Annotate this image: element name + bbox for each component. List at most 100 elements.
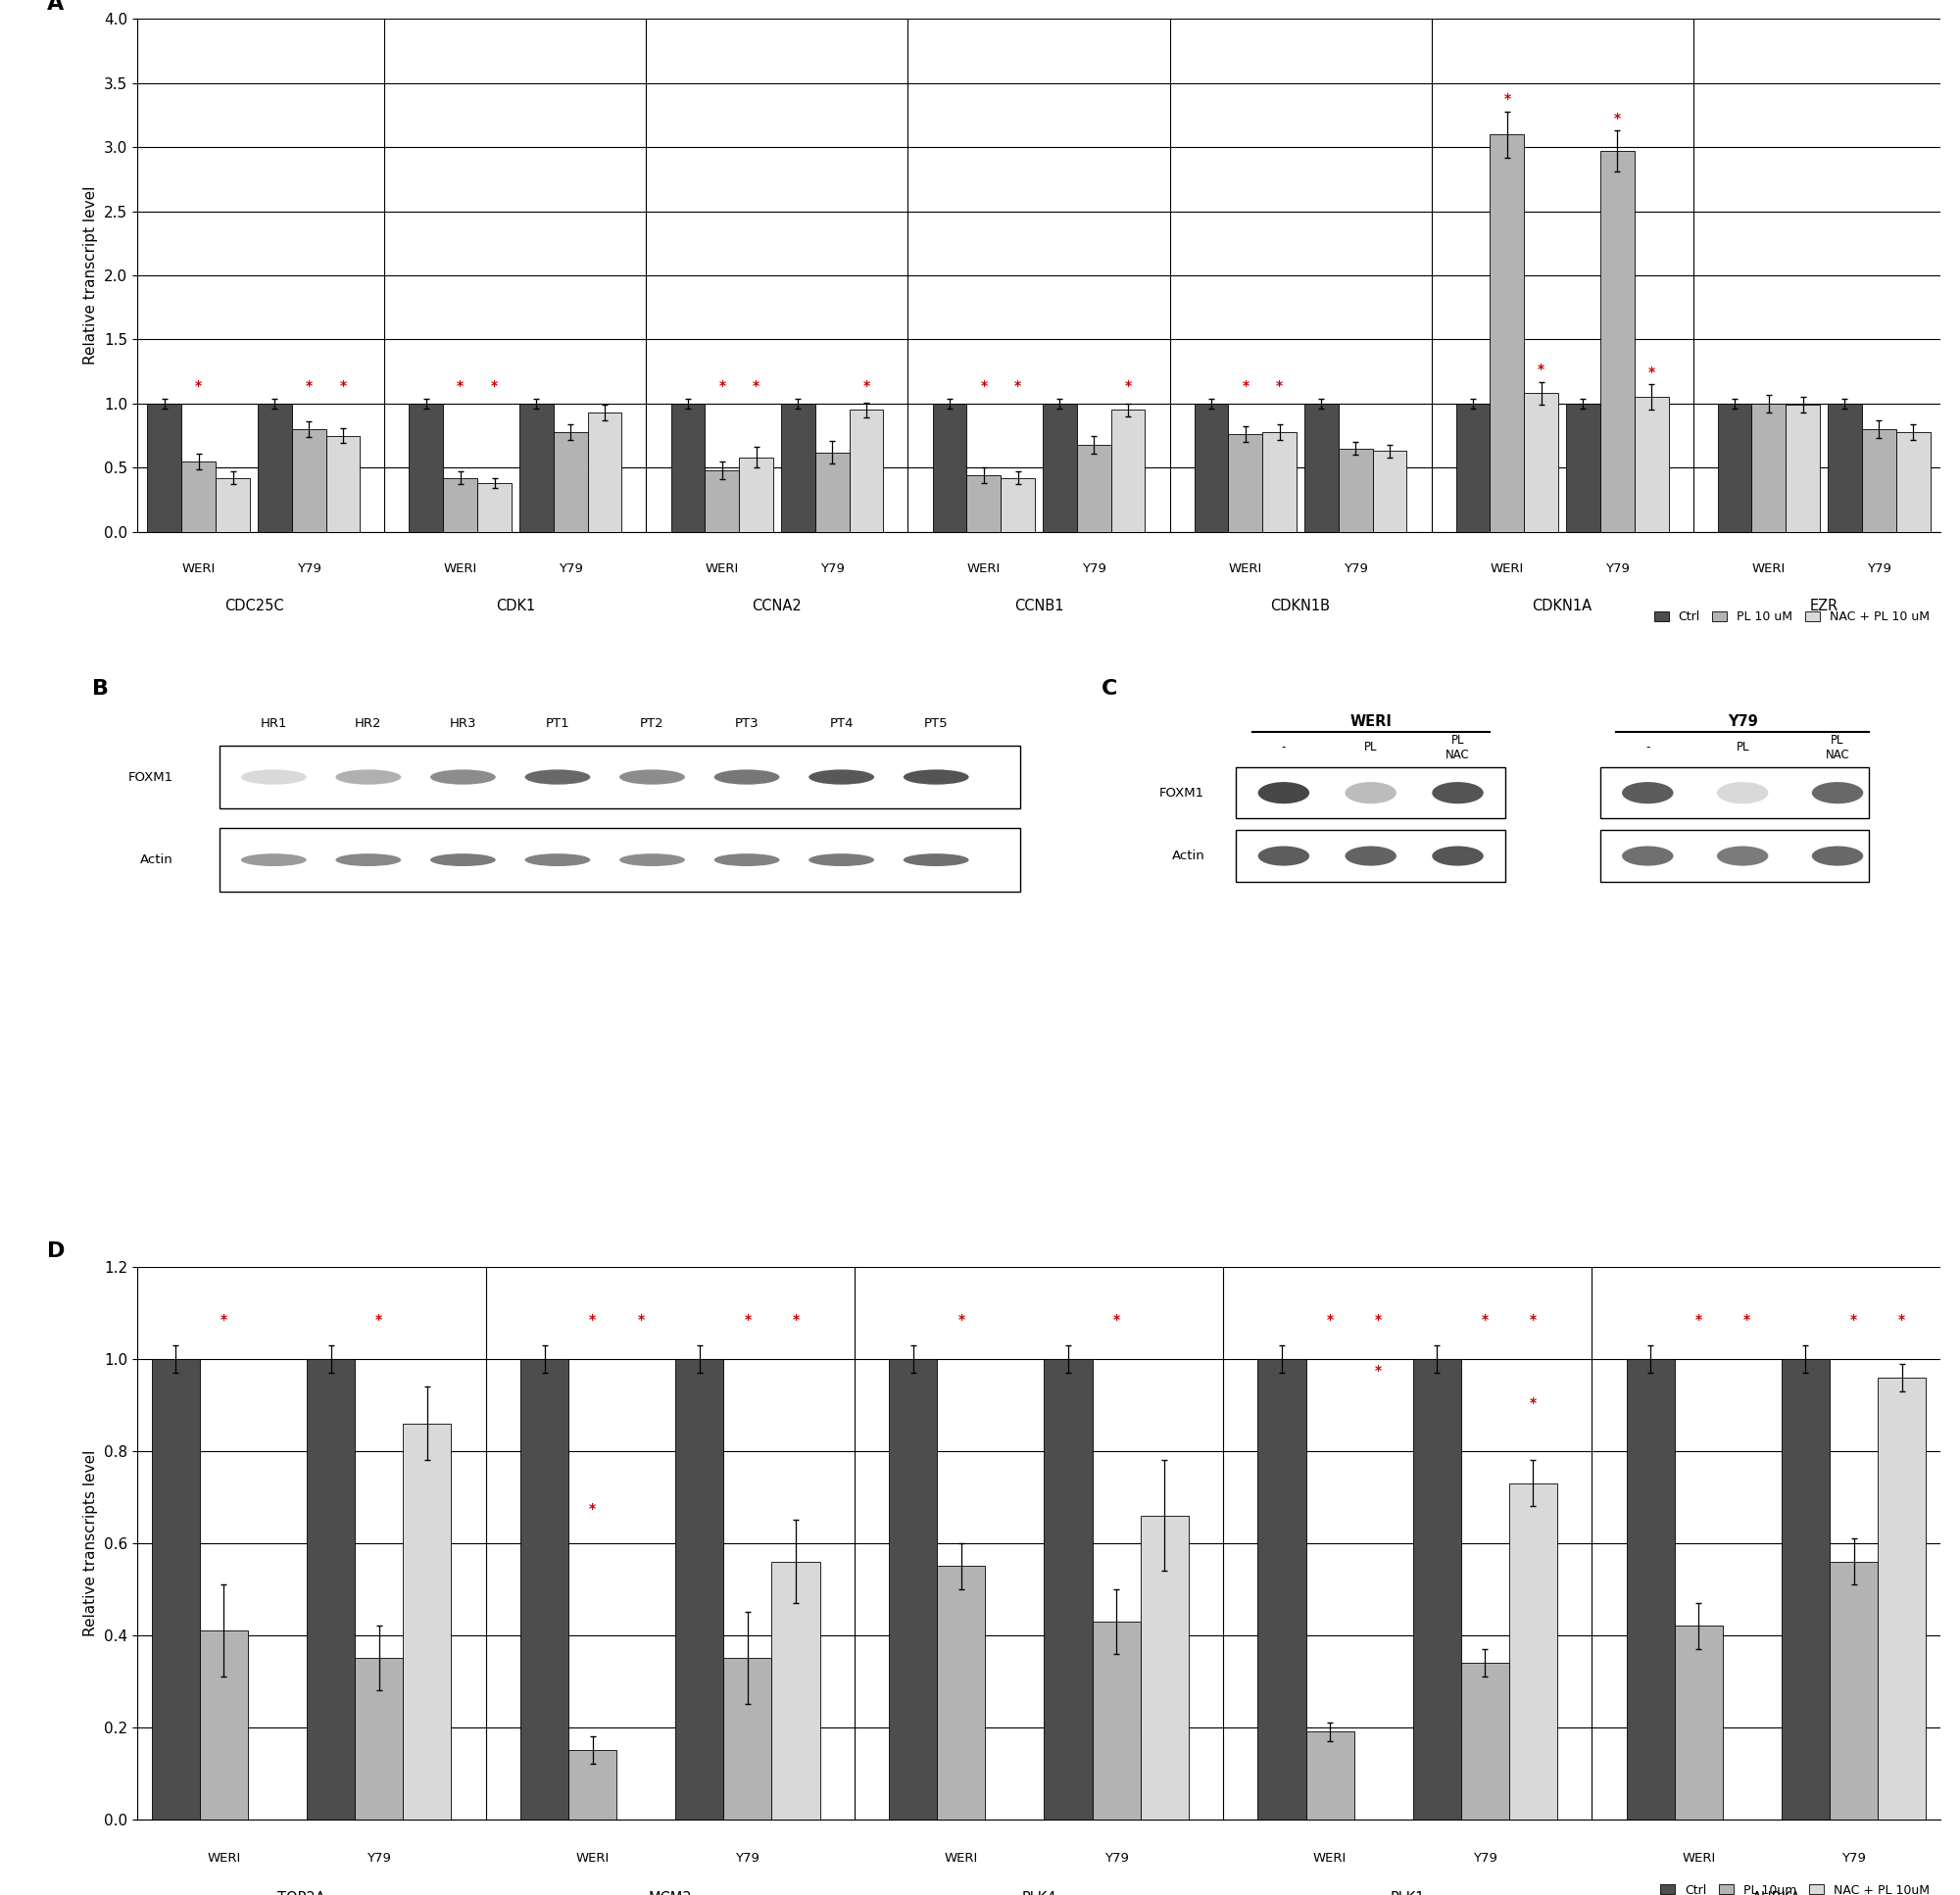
Text: *: *	[1899, 1313, 1905, 1326]
Text: WERI: WERI	[443, 563, 476, 576]
Text: WERI: WERI	[576, 1851, 610, 1865]
Text: A: A	[47, 0, 65, 13]
Legend: Ctrl, PL 10um, NAC + PL 10uM: Ctrl, PL 10um, NAC + PL 10uM	[1656, 1880, 1935, 1895]
Text: *: *	[1327, 1313, 1333, 1326]
Y-axis label: Relative transcript level: Relative transcript level	[84, 186, 98, 364]
Ellipse shape	[1258, 783, 1309, 803]
Bar	[147, 404, 182, 532]
Bar	[1413, 1359, 1460, 1819]
Ellipse shape	[1433, 783, 1484, 803]
Bar	[1878, 1378, 1927, 1819]
Text: Y79: Y79	[1082, 563, 1105, 576]
Bar	[553, 432, 588, 532]
Bar	[772, 1561, 819, 1819]
Text: *: *	[1276, 379, 1284, 394]
Bar	[325, 436, 361, 532]
Text: *: *	[492, 379, 498, 394]
Ellipse shape	[241, 769, 306, 785]
Ellipse shape	[1433, 845, 1484, 866]
Text: *: *	[637, 1313, 645, 1326]
Bar	[670, 404, 706, 532]
Bar	[220, 745, 1019, 809]
Ellipse shape	[713, 769, 780, 785]
Text: CDK1: CDK1	[496, 599, 535, 614]
Text: TOP2A: TOP2A	[278, 1891, 325, 1895]
Ellipse shape	[1258, 845, 1309, 866]
Ellipse shape	[525, 769, 590, 785]
Bar	[1045, 1359, 1092, 1819]
Bar	[780, 404, 815, 532]
Ellipse shape	[429, 853, 496, 866]
Bar	[1627, 1359, 1674, 1819]
Bar	[1305, 1732, 1354, 1819]
Text: PT1: PT1	[545, 718, 570, 730]
Text: *: *	[792, 1313, 800, 1326]
Bar	[216, 478, 251, 532]
Bar	[676, 1359, 723, 1819]
Text: -: -	[1646, 741, 1650, 754]
Ellipse shape	[1811, 845, 1864, 866]
Bar	[1862, 430, 1895, 532]
Bar	[1490, 135, 1525, 532]
Text: PL: PL	[1364, 741, 1378, 754]
Bar	[1566, 404, 1599, 532]
Ellipse shape	[1811, 783, 1864, 803]
Text: D: D	[47, 1241, 65, 1262]
Text: *: *	[1613, 112, 1621, 125]
Bar	[1303, 404, 1339, 532]
Text: WERI: WERI	[182, 563, 216, 576]
Text: PLK4: PLK4	[1021, 1891, 1056, 1895]
Text: PT4: PT4	[829, 718, 853, 730]
Ellipse shape	[619, 769, 684, 785]
Text: WERI: WERI	[706, 563, 739, 576]
Text: WERI: WERI	[208, 1851, 241, 1865]
Ellipse shape	[1717, 845, 1768, 866]
Ellipse shape	[809, 769, 874, 785]
Text: *: *	[1125, 379, 1131, 394]
Text: EZR: EZR	[1809, 599, 1838, 614]
Text: FOXM1: FOXM1	[129, 771, 174, 783]
Text: PLK1: PLK1	[1390, 1891, 1425, 1895]
Text: MCM3: MCM3	[649, 1891, 692, 1895]
Text: WERI: WERI	[1682, 1851, 1715, 1865]
Text: WERI: WERI	[1752, 563, 1786, 576]
Bar	[1599, 152, 1635, 532]
Text: *: *	[1243, 379, 1249, 394]
Text: PT5: PT5	[923, 718, 949, 730]
Bar	[519, 404, 553, 532]
Text: *: *	[1529, 1313, 1537, 1326]
Bar	[519, 1359, 568, 1819]
Text: PL
NAC: PL NAC	[1825, 733, 1850, 762]
Bar	[1141, 1516, 1188, 1819]
Bar	[410, 404, 443, 532]
Bar	[220, 828, 1019, 891]
Bar	[443, 478, 478, 532]
Text: *: *	[958, 1313, 964, 1326]
Ellipse shape	[1345, 783, 1396, 803]
Bar	[200, 1630, 249, 1819]
Text: *: *	[745, 1313, 751, 1326]
Text: *: *	[1503, 93, 1511, 106]
Bar	[1509, 1484, 1558, 1819]
Bar	[355, 1658, 404, 1819]
Ellipse shape	[1345, 845, 1396, 866]
Text: CDKN1A: CDKN1A	[1533, 599, 1592, 614]
Ellipse shape	[1623, 845, 1674, 866]
Bar	[478, 483, 512, 532]
Ellipse shape	[904, 853, 968, 866]
Text: *: *	[719, 379, 725, 394]
Text: FOXM1: FOXM1	[1160, 786, 1205, 800]
Text: *: *	[196, 379, 202, 394]
Ellipse shape	[1623, 783, 1674, 803]
Text: *: *	[980, 379, 988, 394]
Text: *: *	[1850, 1313, 1858, 1326]
Bar	[1827, 404, 1862, 532]
Bar	[723, 1658, 772, 1819]
Text: PT3: PT3	[735, 718, 759, 730]
Bar	[1237, 767, 1505, 819]
Text: Y79: Y79	[1727, 714, 1758, 730]
Text: PL: PL	[1737, 741, 1748, 754]
Bar	[937, 1565, 986, 1819]
Text: *: *	[339, 379, 347, 394]
Bar	[588, 413, 621, 532]
